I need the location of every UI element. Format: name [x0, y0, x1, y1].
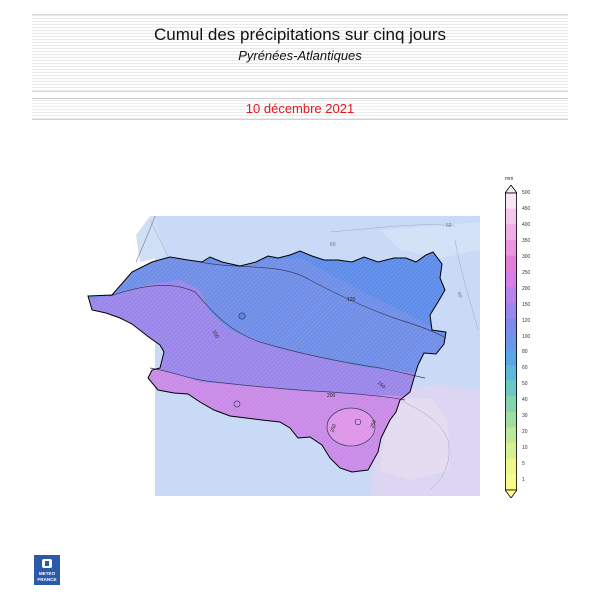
legend-tick-label: 150: [522, 301, 531, 308]
contour-label: 250: [369, 419, 378, 429]
legend-tick-label: 1: [522, 477, 525, 483]
legend-tick-label: 10: [522, 445, 528, 452]
date-panel: 10 décembre 2021: [32, 98, 568, 120]
contour-label: 150: [211, 329, 220, 339]
legend-color-step: [505, 286, 517, 303]
legend-color-step: [505, 302, 517, 319]
legend-color-step: [505, 333, 517, 350]
department-border: [87, 250, 447, 473]
legend-tick-label: 250: [522, 269, 531, 276]
logo-text: METEO FRANCE: [34, 571, 60, 582]
contour-label: 60: [456, 291, 464, 298]
contour-label: 200: [327, 393, 336, 399]
meteo-france-logo: METEO FRANCE: [34, 555, 60, 585]
legend-tick-label: 40: [522, 397, 528, 404]
legend-tick-label: 60: [522, 365, 528, 372]
legend-color-step: [505, 349, 517, 366]
map-title: Cumul des précipitations sur cinq jours: [154, 25, 446, 44]
legend-tick-label: 20: [522, 429, 528, 436]
legend-tick-label: 500: [522, 190, 531, 196]
contour-label: 150: [376, 380, 386, 390]
contour-label: 60: [446, 223, 452, 229]
contour-label: 120: [347, 297, 356, 303]
legend-color-step: [505, 255, 517, 272]
legend-tick-label: 30: [522, 413, 528, 420]
contour-label: 60: [330, 242, 336, 248]
contour-labels: 120 150 150 200 250 250 60 60 60: [211, 223, 464, 433]
legend-tick-label: 5: [522, 461, 525, 468]
outer-contours: [149, 219, 479, 491]
map-subtitle: Pyrénées-Atlantiques: [238, 48, 362, 63]
color-scale-bar: [505, 185, 517, 498]
legend-tick-label: 300: [522, 253, 531, 260]
legend-color-step: [505, 224, 517, 241]
legend-color-step: [505, 318, 517, 334]
legend-color-step: [505, 396, 517, 413]
map-date: 10 décembre 2021: [245, 101, 355, 116]
legend-unit: mm: [505, 176, 514, 182]
legend-tick-label: 450: [522, 205, 531, 212]
contour-label: 250: [329, 423, 338, 433]
legend-tick-label: 50: [522, 381, 528, 388]
logo-line-1: METEO: [38, 571, 56, 576]
legend-arrow-top: [505, 185, 517, 194]
legend-color-step: [505, 193, 517, 209]
title-panel: Cumul des précipitations sur cinq jours …: [32, 14, 568, 92]
legend-color-step: [505, 380, 517, 397]
logo-line-2: FRANCE: [37, 576, 57, 582]
legend-tick-label: 80: [522, 349, 528, 356]
color-scale-labels: 500 450 400 350 300 250 200 150 120 100 80 60 50 40 30…: [522, 0, 562, 600]
legend-color-step: [505, 427, 517, 444]
legend-tick-label: 200: [522, 285, 531, 292]
meteo-france-emblem-icon: [42, 559, 52, 568]
legend-tick-label: 400: [522, 221, 531, 228]
legend-color-step: [505, 271, 517, 288]
legend-color-step: [505, 208, 517, 225]
legend-color-step: [505, 474, 517, 491]
legend-arrow-bottom: [505, 489, 517, 498]
legend-color-step: [505, 443, 517, 460]
legend-color-step: [505, 411, 517, 428]
coastline: [135, 215, 156, 263]
legend-tick-label: 350: [522, 237, 531, 244]
legend-tick-label: 120: [522, 317, 531, 324]
legend-tick-label: 100: [522, 333, 531, 340]
legend-color-step: [505, 239, 517, 256]
legend-color-step: [505, 458, 517, 475]
legend-color-step: [505, 364, 517, 381]
contour-lines: [109, 261, 447, 447]
color-scale: [505, 185, 517, 498]
